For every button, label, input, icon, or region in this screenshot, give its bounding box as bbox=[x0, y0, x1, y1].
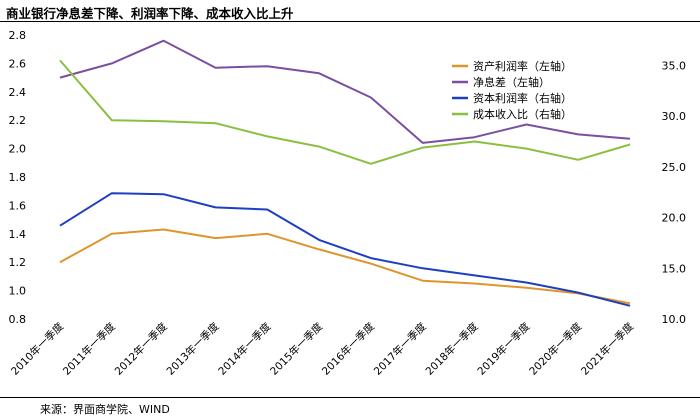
x-tick-label: 2020年一季度 bbox=[527, 320, 585, 378]
series-line-3 bbox=[59, 59, 631, 165]
left-tick-label: 1.6 bbox=[9, 199, 27, 212]
x-tick-label: 2013年一季度 bbox=[164, 320, 222, 378]
legend-label: 净息差（左轴） bbox=[473, 75, 550, 89]
right-tick-label: 20.0 bbox=[662, 212, 687, 225]
right-tick-label: 15.0 bbox=[662, 262, 687, 275]
series-lines bbox=[59, 39, 631, 307]
left-tick-label: 2.6 bbox=[9, 57, 27, 70]
series-line-2 bbox=[59, 192, 631, 307]
right-tick-label: 10.0 bbox=[662, 313, 687, 326]
x-tick-label: 2016年一季度 bbox=[319, 320, 377, 378]
left-tick-label: 0.8 bbox=[9, 313, 27, 326]
left-tick-label: 1.8 bbox=[9, 171, 27, 184]
right-tick-label: 25.0 bbox=[662, 161, 687, 174]
chart-title: 商业银行净息差下降、利润率下降、成本收入比上升 bbox=[6, 6, 294, 21]
x-tick-label: 2018年一季度 bbox=[423, 320, 481, 378]
x-tick-label: 2012年一季度 bbox=[112, 320, 170, 378]
legend-label: 资产利润率（左轴） bbox=[473, 59, 572, 73]
legend: 资产利润率（左轴） 净息差（左轴） 资本利润率（右轴） 成本收入比（右轴） bbox=[452, 59, 572, 121]
right-axis-ticks: 10.0 15.0 20.0 25.0 30.0 35.0 bbox=[662, 59, 687, 326]
left-axis-ticks: 0.8 1.0 1.2 1.4 1.6 1.8 2.0 2.2 2.4 2.6 2.8 bbox=[9, 29, 27, 326]
x-tick-label: 2015年一季度 bbox=[267, 320, 325, 378]
x-tick-label: 2017年一季度 bbox=[371, 320, 429, 378]
series-line-0 bbox=[59, 228, 631, 305]
left-tick-label: 2.8 bbox=[9, 29, 27, 42]
left-tick-label: 2.4 bbox=[9, 86, 27, 99]
x-tick-label: 2010年一季度 bbox=[8, 320, 66, 378]
series-line-1 bbox=[59, 39, 631, 144]
left-tick-label: 1.2 bbox=[9, 256, 27, 269]
line-chart: 0.8 1.0 1.2 1.4 1.6 1.8 2.0 2.2 2.4 2.6 2.8 10.0 15… bbox=[8, 29, 687, 378]
legend-label: 成本收入比（右轴） bbox=[473, 107, 572, 121]
left-tick-label: 1.0 bbox=[9, 285, 27, 298]
left-tick-label: 2.0 bbox=[9, 143, 27, 156]
right-tick-label: 35.0 bbox=[662, 59, 687, 72]
x-tick-label: 2014年一季度 bbox=[216, 320, 274, 378]
left-tick-label: 1.4 bbox=[9, 228, 27, 241]
x-tick-label: 2011年一季度 bbox=[60, 320, 118, 378]
legend-label: 资本利润率（右轴） bbox=[473, 91, 572, 105]
x-tick-label: 2021年一季度 bbox=[578, 320, 636, 378]
x-tick-label: 2019年一季度 bbox=[475, 320, 533, 378]
left-tick-label: 2.2 bbox=[9, 114, 27, 127]
footer-rule bbox=[0, 397, 700, 398]
title-rule bbox=[0, 21, 700, 22]
source-note: 来源：界面商学院、WIND bbox=[40, 403, 170, 416]
right-tick-label: 30.0 bbox=[662, 110, 687, 123]
x-axis-ticks: 2010年一季度2011年一季度2012年一季度2013年一季度2014年一季度… bbox=[8, 320, 636, 378]
